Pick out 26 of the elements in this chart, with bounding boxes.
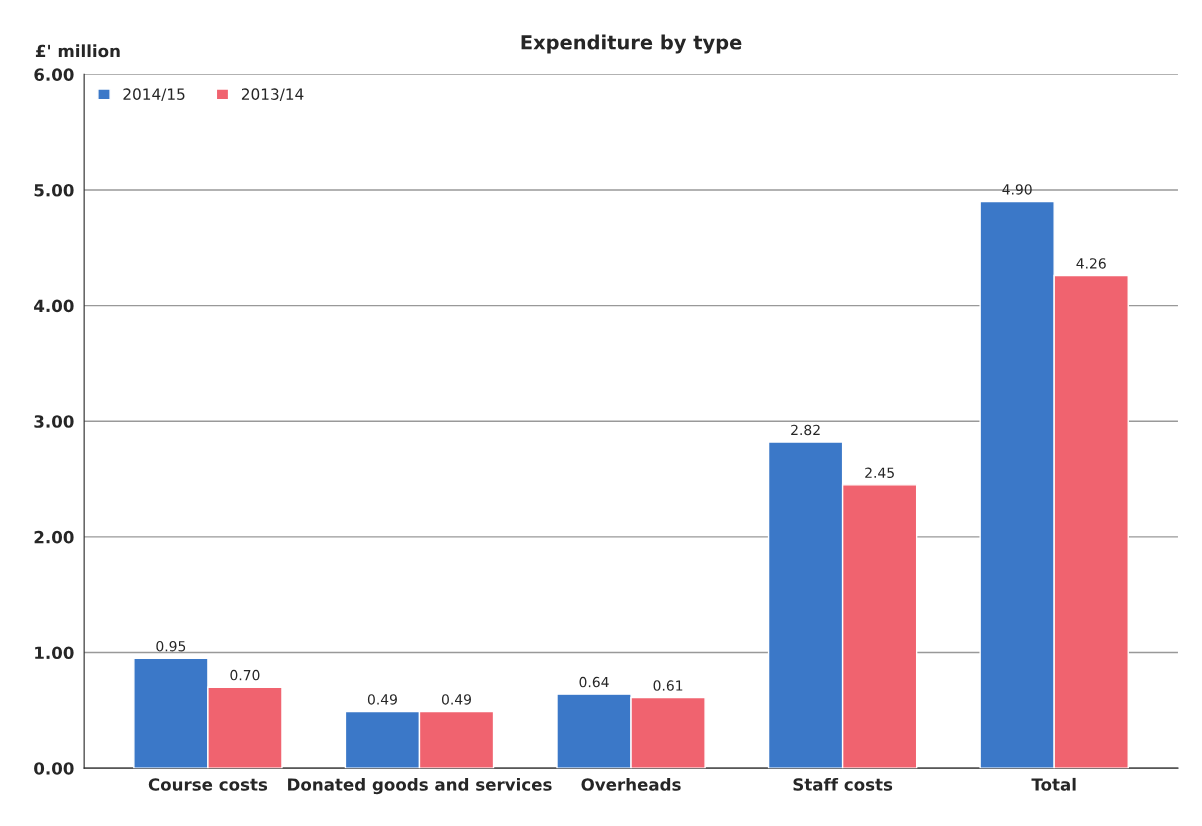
y-tick-label: 4.00 xyxy=(34,299,74,313)
y-tick-label: 0.00 xyxy=(34,762,74,775)
y-tick-label: 5.00 xyxy=(34,183,74,197)
data-label: 0.49 xyxy=(367,694,397,705)
data-label: 0.70 xyxy=(230,669,260,681)
data-label: 4.90 xyxy=(1002,184,1032,195)
data-label: 2.45 xyxy=(865,467,894,478)
chart-title: Expenditure by type xyxy=(521,34,742,54)
y-tick-label: 3.00 xyxy=(34,415,74,428)
legend-label: 2014/15 xyxy=(123,88,185,102)
x-tick-label: Staff costs xyxy=(793,777,893,791)
x-tick-label: Total xyxy=(1031,777,1076,791)
x-tick-label: Course costs xyxy=(148,778,268,791)
x-tick-label: Donated goods and services xyxy=(288,777,552,795)
data-label: 2.82 xyxy=(791,424,820,436)
y-tick-label: 6.00 xyxy=(34,68,74,81)
data-label: 0.95 xyxy=(156,640,186,652)
y-tick-label: 1.00 xyxy=(35,646,74,660)
data-label: 0.49 xyxy=(441,694,471,705)
y-axis-title: £' million xyxy=(35,44,120,58)
data-label: 4.26 xyxy=(1076,258,1106,269)
data-label: 0.61 xyxy=(653,680,683,691)
data-label: 0.64 xyxy=(579,676,609,688)
x-tick-label: Overheads xyxy=(581,777,681,791)
y-tick-label: 2.00 xyxy=(34,530,74,544)
legend-label: 2013/14 xyxy=(241,88,304,102)
